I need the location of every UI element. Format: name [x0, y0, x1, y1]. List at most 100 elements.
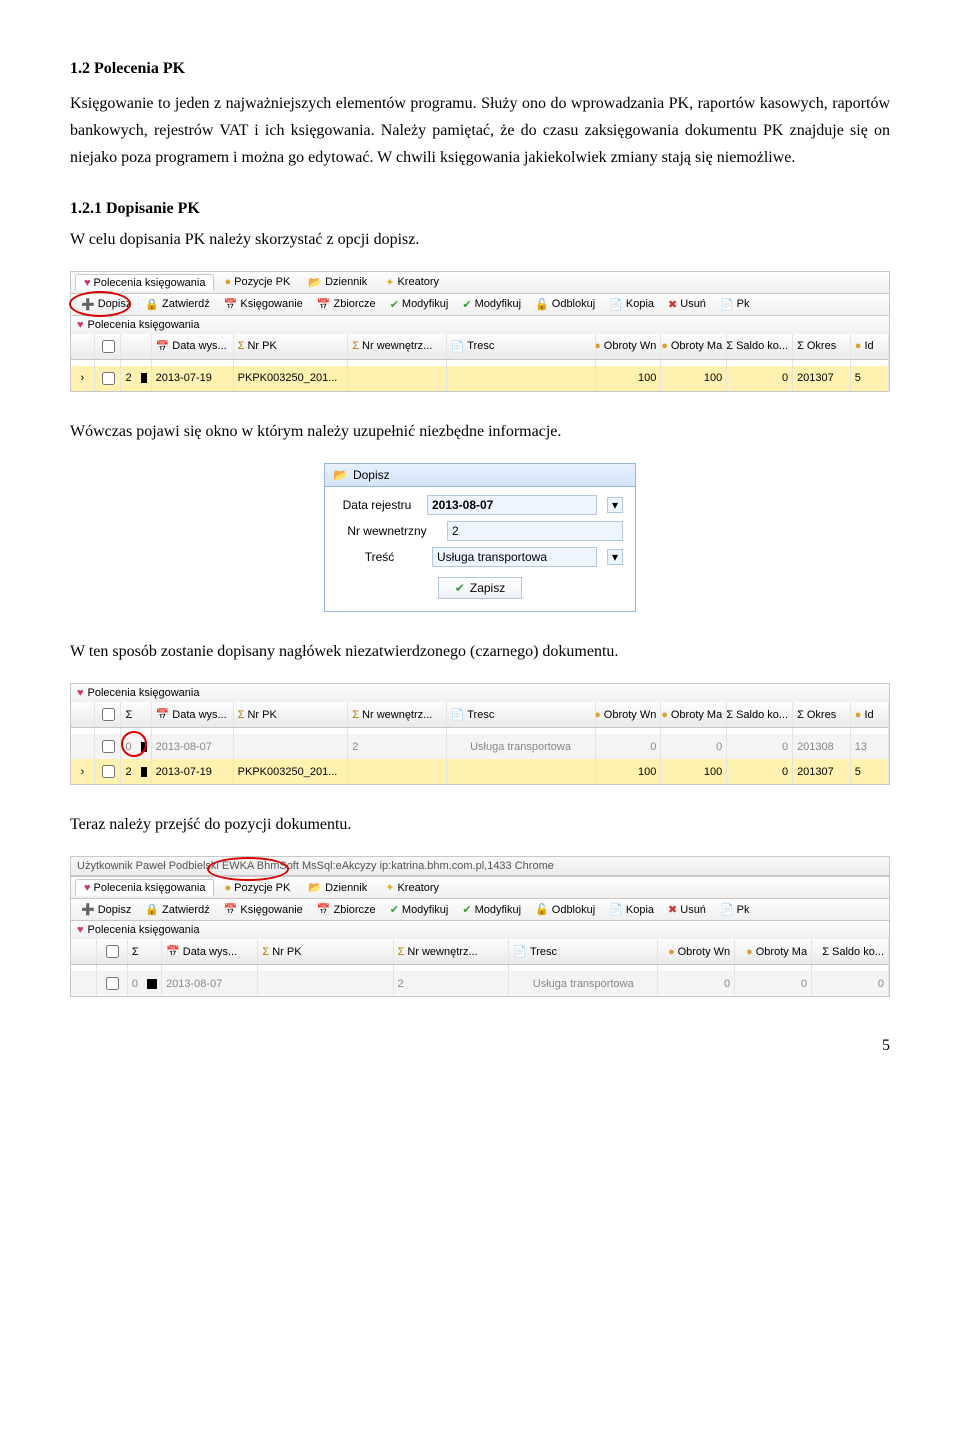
zatwierdz-button[interactable]: 🔒Zatwierdź — [139, 901, 215, 918]
lock-icon: 🔒 — [145, 298, 159, 311]
kopia-button[interactable]: 📄Kopia — [603, 901, 660, 918]
button-label: Zapisz — [470, 581, 505, 595]
status-square — [141, 742, 147, 752]
coins-icon: ● — [596, 709, 601, 721]
cell: 201307 — [793, 366, 851, 391]
unlock-icon: 🔓 — [535, 903, 549, 916]
zapisz-button[interactable]: ✔ Zapisz — [438, 577, 522, 599]
cell — [348, 366, 446, 391]
cell: Usługa transportowa — [447, 734, 596, 759]
row-checkbox[interactable] — [102, 372, 115, 385]
col-label: Saldo ko... — [736, 340, 788, 352]
heart-icon: ♥ — [84, 882, 91, 894]
col-saldo[interactable]: ΣSaldo ko... — [727, 334, 793, 359]
expand-toggle[interactable]: › — [71, 759, 95, 784]
select-all-checkbox[interactable] — [106, 945, 119, 958]
star-icon: ✦ — [385, 881, 394, 894]
panel-title: ♥ Polecenia księgowania — [70, 683, 890, 702]
col-label: Data wys... — [172, 709, 226, 721]
tab-polecenia[interactable]: ♥ Polecenia księgowania — [75, 879, 214, 896]
table-row[interactable]: 0 2013-08-07 2 Usługa transportowa 0 0 0 — [71, 971, 889, 996]
pk-button[interactable]: 📄 Pk — [714, 296, 756, 313]
select-all-checkbox[interactable] — [102, 708, 115, 721]
modyfikuj2-button[interactable]: ✔Modyfikuj — [456, 901, 527, 918]
cell — [447, 366, 596, 391]
action-toolbar: ➕Dopisz 🔒Zatwierdź 📅Księgowanie 📅Zbiorcz… — [71, 898, 889, 921]
col-tresc[interactable]: 📄Tresc — [447, 334, 596, 359]
cell: PKPK003250_201... — [234, 759, 349, 784]
pk-button[interactable]: 📄Pk — [714, 901, 756, 918]
cal-icon: 📅 — [156, 340, 170, 353]
modyfikuj-button[interactable]: ✔ Modyfikuj — [384, 296, 455, 313]
sigma-icon: Σ — [262, 946, 269, 958]
table-row[interactable]: › 2 2013-07-19 PKPK003250_201... 100 100… — [71, 759, 889, 784]
col-status — [121, 334, 151, 359]
data-grid: 📅Data wys... ΣNr PK ΣNr wewnętrz... 📄Tre… — [70, 334, 890, 392]
select-all-checkbox[interactable] — [102, 340, 115, 353]
dialog-titlebar: 📂 Dopisz — [325, 464, 635, 487]
row-checkbox[interactable] — [106, 977, 119, 990]
tresc-input[interactable] — [432, 547, 597, 567]
tab-pozycje[interactable]: ● Pozycje PK — [216, 274, 298, 290]
col-nrw[interactable]: ΣNr wewnętrz... — [348, 334, 446, 359]
row-checkbox[interactable] — [102, 740, 115, 753]
odblokuj-button[interactable]: 🔓Odblokuj — [529, 901, 601, 918]
modyfikuj2-button[interactable]: ✔ Modyfikuj — [456, 296, 527, 313]
kopia-button[interactable]: 📄 Kopia — [603, 296, 660, 313]
col-label: Obroty Wn — [678, 946, 731, 958]
tab-kreatory[interactable]: ✦ Kreatory — [377, 879, 447, 896]
zatwierdz-button[interactable]: 🔒 Zatwierdź — [139, 296, 215, 313]
dopisz-button[interactable]: ➕Dopisz — [75, 901, 137, 918]
heart-icon: ♥ — [77, 924, 84, 936]
table-row[interactable]: › 2 2013-07-19 PKPK003250_201... 100 100… — [71, 366, 889, 391]
zbiorcze-button[interactable]: 📅Zbiorcze — [311, 901, 382, 918]
usun-button[interactable]: ✖ Usuń — [662, 296, 712, 313]
status-bar: Użytkownik Paweł Podbielski EWKA BhmSoft… — [71, 857, 889, 876]
col-date[interactable]: 📅Data wys... — [152, 334, 234, 359]
zbiorcze-button[interactable]: 📅 Zbiorcze — [311, 296, 382, 313]
col-label: Data wys... — [183, 946, 237, 958]
expand-toggle[interactable]: › — [71, 366, 95, 391]
table-row[interactable]: 0 2013-08-07 2 Usługa transportowa 0 0 0… — [71, 734, 889, 759]
paragraph: Wówczas pojawi się okno w którym należy … — [70, 418, 890, 445]
sigma-icon: Σ — [132, 946, 139, 958]
sigma-icon: Σ — [797, 709, 804, 721]
doc-icon: 📄 — [720, 903, 734, 916]
modyfikuj-button[interactable]: ✔Modyfikuj — [384, 901, 455, 918]
col-nrpk[interactable]: ΣNr PK — [234, 334, 349, 359]
page-number: 5 — [70, 1037, 890, 1055]
star-icon: ✦ — [385, 276, 394, 289]
ksiegowanie-button[interactable]: 📅 Księgowanie — [218, 296, 309, 313]
col-label: Saldo ko... — [736, 709, 788, 721]
button-label: Zatwierdź — [162, 298, 210, 310]
row-checkbox[interactable] — [102, 765, 115, 778]
cell — [234, 734, 349, 759]
button-label: Zbiorcze — [334, 298, 376, 310]
cell: 2013-08-07 — [162, 971, 258, 996]
subsection-heading: 1.2.1 Dopisanie PK — [70, 200, 890, 218]
col-obma[interactable]: ●Obroty Ma — [661, 334, 727, 359]
tab-label: Polecenia księgowania — [94, 277, 206, 289]
tab-pozycje[interactable]: ● Pozycje PK — [216, 880, 298, 896]
col-checkbox[interactable] — [95, 334, 122, 359]
col-okres[interactable]: ΣOkres — [793, 334, 851, 359]
check-icon: ✔ — [462, 903, 471, 916]
data-rejestru-input[interactable] — [427, 495, 597, 515]
coins-icon: ● — [661, 709, 667, 721]
cell: 0 — [727, 734, 793, 759]
usun-button[interactable]: ✖Usuń — [662, 901, 712, 918]
tab-dziennik[interactable]: 📂 Dziennik — [300, 274, 375, 291]
dropdown-icon[interactable]: ▾ — [607, 497, 623, 513]
nr-wewnetrzny-input[interactable] — [447, 521, 623, 541]
status-square — [147, 979, 157, 989]
tab-kreatory[interactable]: ✦ Kreatory — [377, 274, 447, 291]
tab-polecenia[interactable]: ♥ Polecenia księgowania — [75, 274, 214, 291]
tab-dziennik[interactable]: 📂 Dziennik — [300, 879, 375, 896]
col-id[interactable]: ●Id — [851, 334, 889, 359]
col-obwn[interactable]: ●Obroty Wn — [596, 334, 662, 359]
dopisz-button[interactable]: ➕ Dopisz — [75, 296, 137, 313]
ksiegowanie-button[interactable]: 📅Księgowanie — [218, 901, 309, 918]
coins-icon: ● — [855, 709, 862, 721]
odblokuj-button[interactable]: 🔓 Odblokuj — [529, 296, 601, 313]
dropdown-icon[interactable]: ▾ — [607, 549, 623, 565]
